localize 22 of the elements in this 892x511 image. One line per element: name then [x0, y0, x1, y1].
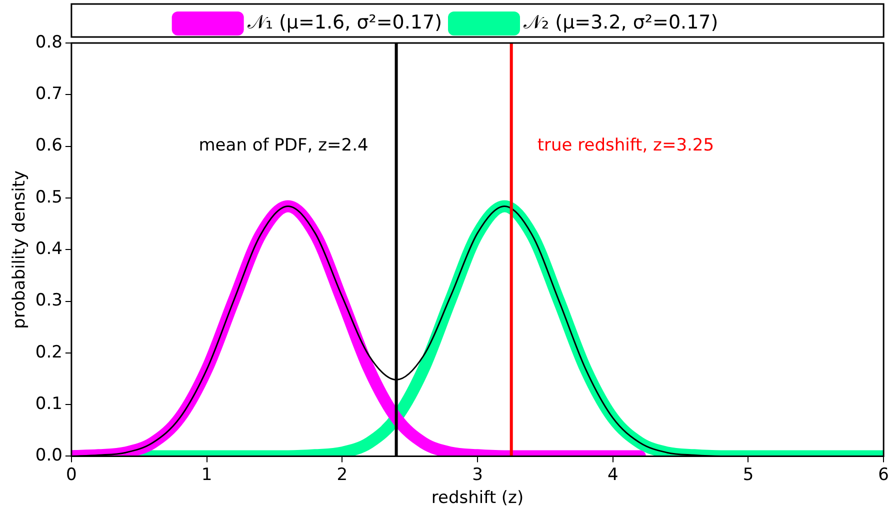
x-tick-label: 5: [742, 464, 754, 485]
x-tick-label: 6: [878, 464, 890, 485]
y-tick-label: 0.0: [35, 446, 62, 466]
x-tick-label: 2: [336, 464, 348, 485]
x-tick-label: 3: [472, 464, 483, 485]
y-tick-label: 0.1: [35, 394, 62, 414]
y-tick-label: 0.8: [35, 32, 62, 52]
x-tick-label: 1: [201, 464, 212, 485]
y-tick-label: 0.4: [35, 239, 62, 260]
x-axis-title: redshift (z): [431, 488, 524, 508]
ref-line-label: mean of PDF, z=2.4: [198, 136, 368, 156]
y-tick-label: 0.2: [35, 342, 62, 362]
x-tick-label: 0: [66, 464, 77, 485]
y-tick-label: 0.7: [35, 84, 62, 104]
legend-label: 𝒩₁ (μ=1.6, σ²=0.17): [247, 11, 442, 34]
y-tick-label: 0.6: [35, 136, 62, 156]
x-tick-label: 4: [607, 464, 618, 485]
y-axis-title: probability density: [10, 170, 30, 329]
y-tick-label: 0.5: [35, 187, 62, 208]
legend-label: 𝒩₂ (μ=3.2, σ²=0.17): [524, 11, 718, 34]
y-tick-label: 0.3: [35, 290, 62, 311]
ref-line-label: true redshift, z=3.25: [537, 136, 714, 156]
